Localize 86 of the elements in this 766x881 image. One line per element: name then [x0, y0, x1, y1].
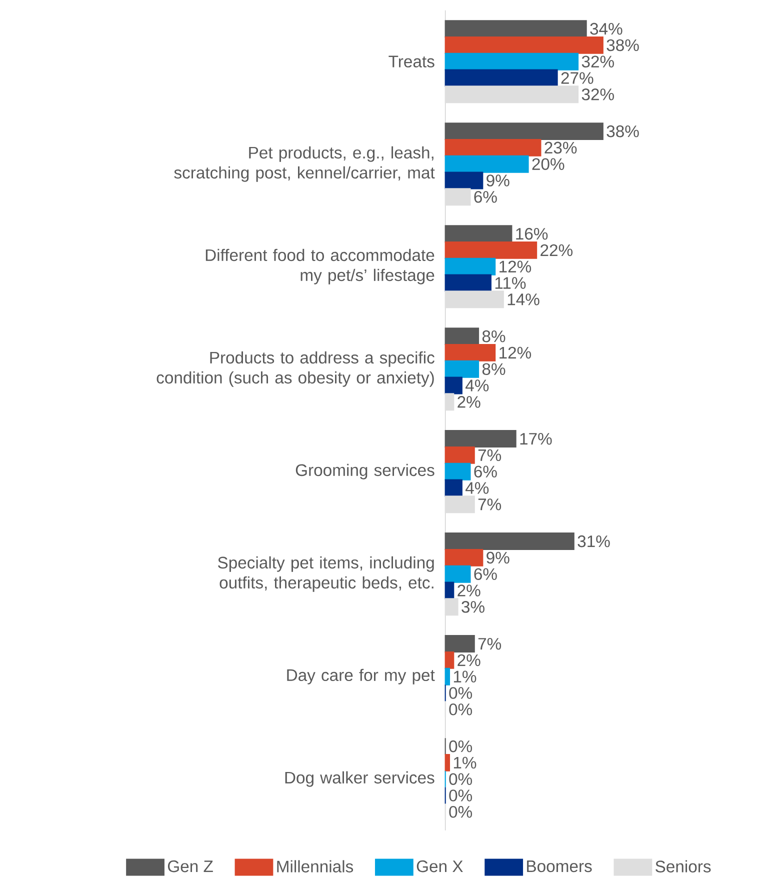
data-label: 38%: [606, 39, 639, 52]
bar: [444, 138, 542, 156]
data-label: 12%: [500, 260, 532, 272]
bar: [444, 496, 475, 514]
bar: [444, 155, 529, 173]
data-label: 9%: [486, 174, 510, 186]
bar: [444, 462, 471, 480]
bar: [444, 360, 480, 378]
data-label: 1%: [454, 756, 476, 769]
bar: [444, 52, 579, 70]
data-label: 32%: [582, 88, 614, 100]
data-label: 0%: [449, 704, 472, 716]
bar: [444, 430, 516, 448]
data-label: 4%: [465, 380, 489, 392]
data-label: 27%: [561, 72, 594, 84]
data-label: 6%: [474, 466, 497, 478]
data-label: 0%: [449, 790, 472, 802]
data-label: 2%: [458, 654, 480, 666]
y-tick-label: Treats: [388, 56, 434, 68]
bar: [444, 258, 496, 276]
data-label: 8%: [482, 363, 506, 375]
bar: [444, 651, 454, 669]
bar: [444, 376, 462, 394]
data-label: 11%: [495, 277, 526, 289]
data-label: 17%: [520, 432, 552, 445]
bar: [444, 479, 462, 497]
data-label: 38%: [606, 125, 639, 138]
data-label: 32%: [582, 56, 614, 68]
data-label: 0%: [449, 740, 472, 752]
bar: [444, 668, 450, 686]
y-tick-label: Different food to accommodate my pet/s’ lifestage: [206, 248, 434, 284]
bar: [444, 274, 492, 292]
data-label: 2%: [458, 584, 480, 596]
bar: [444, 598, 458, 616]
bar: [444, 241, 538, 259]
y-tick-label: Dog walker services: [285, 771, 434, 787]
bar: [444, 635, 475, 653]
bar: [444, 86, 579, 104]
legend-label: Seniors: [656, 860, 711, 872]
legend-label: Millennials: [277, 860, 354, 872]
legend-label: Boomers: [527, 860, 592, 872]
bar: [444, 344, 496, 362]
bar: [444, 20, 587, 38]
bar: [444, 69, 558, 87]
bar: [444, 446, 475, 464]
bar: [444, 548, 484, 566]
data-label: 0%: [449, 806, 472, 818]
data-label: 7%: [478, 498, 502, 510]
y-tick-label: Day care for my pet: [287, 668, 435, 684]
y-tick-label: Products to address a specific condition (such as obesity or anxiety): [156, 351, 434, 387]
y-tick-label: Grooming services: [296, 464, 434, 480]
data-label: 4%: [465, 482, 489, 494]
data-label: 14%: [508, 294, 540, 306]
data-label: 8%: [482, 330, 506, 342]
data-label: 22%: [540, 244, 573, 256]
data-label: 0%: [449, 773, 472, 785]
data-label: 9%: [486, 552, 510, 564]
bar: [444, 290, 504, 308]
data-label: 7%: [478, 449, 502, 462]
legend-label: Gen X: [416, 860, 463, 872]
data-label: 1%: [454, 670, 476, 682]
data-label: 0%: [449, 687, 472, 699]
data-label: 6%: [474, 191, 497, 203]
bar: [444, 225, 512, 243]
legend-label: Gen Z: [168, 860, 213, 872]
data-label: 7%: [478, 638, 502, 650]
bar: [444, 532, 574, 550]
data-label: 2%: [458, 396, 480, 408]
bar: [444, 188, 471, 206]
data-label: 16%: [516, 228, 548, 240]
bar: [444, 172, 484, 190]
data-label: 3%: [462, 601, 484, 613]
data-label: 20%: [532, 158, 564, 170]
bar: [444, 754, 450, 772]
y-tick-label: Pet products, e.g., leash, scratching post, kennel/carrier, mat: [174, 146, 435, 182]
bar: [444, 328, 480, 346]
data-label: 23%: [544, 142, 577, 154]
data-label: 6%: [474, 568, 497, 580]
y-tick-label: Specialty pet items, including outfits, therapeutic beds, etc.: [218, 556, 434, 592]
data-label: 34%: [590, 22, 622, 35]
data-label: 31%: [578, 535, 610, 548]
bar: [444, 36, 604, 54]
bar: [444, 565, 471, 583]
data-label: 12%: [500, 346, 532, 359]
bar: [444, 122, 604, 140]
bar: [444, 393, 454, 411]
